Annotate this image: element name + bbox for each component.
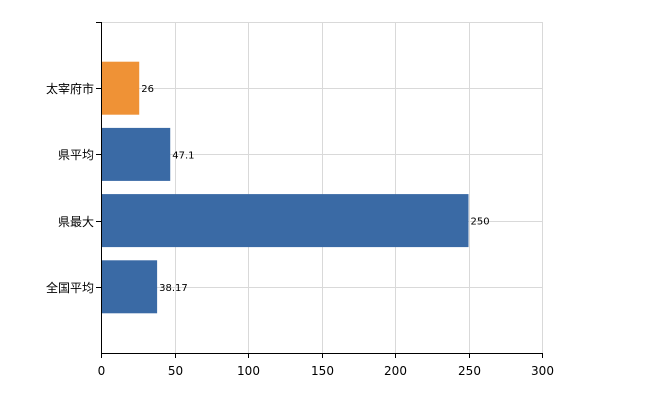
bar — [101, 260, 158, 314]
x-tick-label: 250 — [458, 364, 481, 378]
category-label: 太宰府市 — [46, 81, 94, 96]
bar — [101, 194, 469, 248]
x-tick-label: 0 — [98, 364, 106, 378]
x-tick-label: 50 — [168, 364, 183, 378]
x-tick-label: 300 — [531, 364, 554, 378]
bars — [101, 61, 469, 314]
bar — [101, 61, 140, 115]
x-tick-label: 150 — [311, 364, 334, 378]
category-label: 全国平均 — [46, 280, 94, 295]
data-label: 26 — [141, 84, 154, 95]
grid — [101, 22, 543, 353]
axes — [96, 22, 543, 358]
data-label: 47.1 — [172, 150, 194, 161]
x-tick-label: 100 — [237, 364, 260, 378]
category-label: 県最大 — [58, 215, 94, 229]
data-label: 38.17 — [159, 283, 188, 294]
data-label: 250 — [471, 217, 490, 228]
x-tick-label: 200 — [384, 364, 407, 378]
bar — [101, 127, 171, 181]
category-label: 県平均 — [58, 148, 94, 162]
